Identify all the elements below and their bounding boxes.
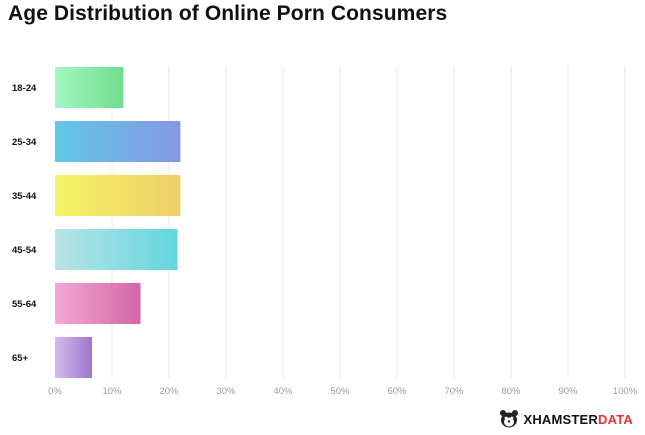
category-label: 18-24 xyxy=(12,83,37,94)
bar-55-64 xyxy=(55,283,141,324)
x-tick-label: 50% xyxy=(330,386,350,397)
bar-65+ xyxy=(55,337,93,378)
label-layer: 0% 10% 20% 30% 40% 50% 60% 70% 80% 90% 100% 18-24 25… xyxy=(12,83,638,397)
chart-title: Age Distribution of Online Porn Consumer… xyxy=(8,2,448,25)
category-label: 55-64 xyxy=(12,299,37,310)
bar-18-24 xyxy=(55,67,124,108)
brand-logo: XHAMSTERDATA xyxy=(499,409,633,429)
category-label: 35-44 xyxy=(12,191,37,202)
category-label: 45-54 xyxy=(12,245,37,256)
x-tick-label: 90% xyxy=(558,386,578,397)
bar-45-54 xyxy=(55,229,178,270)
x-tick-label: 60% xyxy=(387,386,407,397)
bar-35-44 xyxy=(55,175,181,216)
x-tick-label: 100% xyxy=(613,386,638,397)
x-tick-label: 10% xyxy=(102,386,122,397)
x-tick-label: 0% xyxy=(48,386,62,397)
grid-layer xyxy=(111,66,626,378)
x-tick-label: 40% xyxy=(273,386,293,397)
hamster-head-icon xyxy=(500,410,519,428)
category-label: 25-34 xyxy=(12,137,37,148)
x-tick-label: 70% xyxy=(444,386,464,397)
brand-wordmark: XHAMSTERDATA xyxy=(523,412,633,427)
bar-layer xyxy=(55,67,181,378)
x-tick-label: 30% xyxy=(216,386,236,397)
brand-name-part2: DATA xyxy=(598,411,633,427)
brand-name-part1: XHAMSTER xyxy=(523,411,599,427)
category-label: 65+ xyxy=(12,353,29,364)
x-tick-label: 80% xyxy=(501,386,521,397)
x-tick-label: 20% xyxy=(159,386,179,397)
bar-25-34 xyxy=(55,121,181,162)
